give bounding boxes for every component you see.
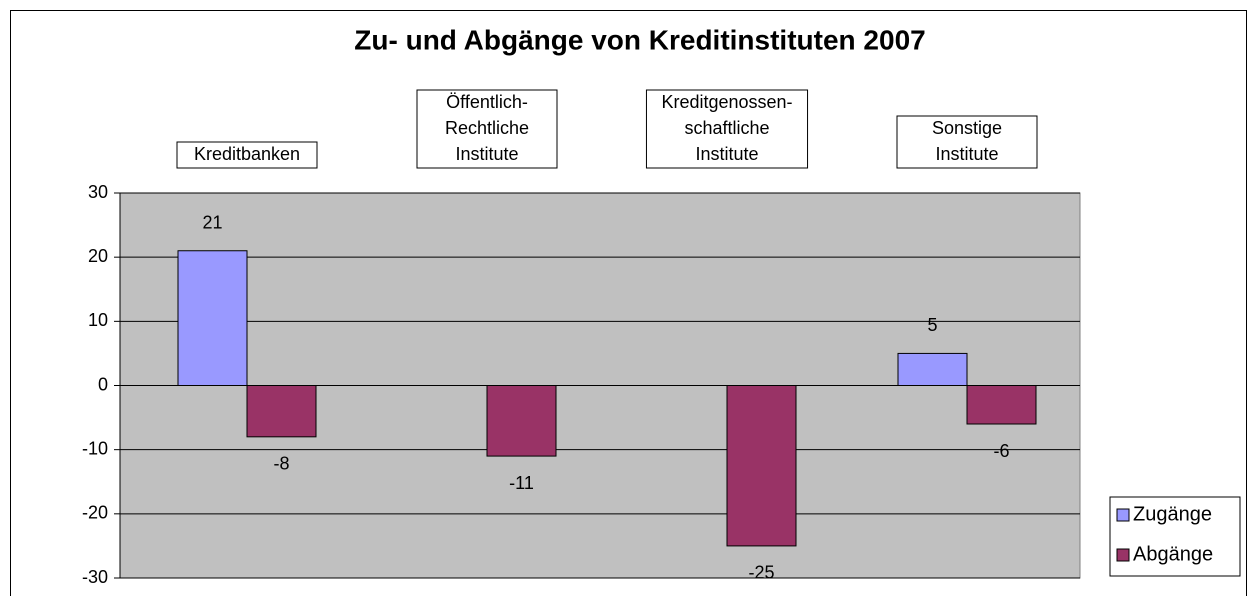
y-tick-label: 10	[88, 310, 108, 330]
legend-label: Abgänge	[1133, 543, 1213, 565]
y-tick-label: -20	[82, 503, 108, 523]
category-label: Rechtliche	[445, 118, 529, 138]
y-tick-label: -10	[82, 438, 108, 458]
bar	[966, 385, 1037, 425]
y-tick-label: 30	[88, 182, 108, 202]
value-label: 5	[927, 315, 937, 335]
category-label: Kreditbanken	[194, 144, 300, 164]
chart-title: Zu- und Abgänge von Kreditinstituten 200…	[354, 24, 925, 55]
category-label-box	[896, 115, 1038, 169]
bar	[486, 385, 557, 457]
bar	[726, 385, 797, 547]
value-label: -11	[509, 473, 534, 493]
category-label: Kreditgenossen-	[661, 92, 792, 112]
category-label-box	[416, 89, 558, 169]
category-label: Institute	[695, 144, 758, 164]
legend-label: Zugänge	[1133, 503, 1212, 525]
category-label-box	[645, 89, 809, 169]
legend-swatch	[1116, 548, 1130, 562]
value-label: 21	[202, 213, 222, 233]
bar	[177, 250, 248, 386]
category-label: Institute	[455, 144, 518, 164]
y-tick-label: 0	[98, 374, 108, 394]
y-tick-label: -30	[82, 567, 108, 587]
category-label-box	[176, 141, 318, 169]
category-label: Sonstige	[932, 118, 1002, 138]
category-label: schaftliche	[684, 118, 769, 138]
category-label: Öffentlich-	[446, 92, 528, 112]
legend-box	[1109, 496, 1241, 577]
value-label: -25	[748, 563, 774, 583]
bar	[246, 385, 317, 438]
legend-swatch	[1116, 508, 1130, 522]
value-label: -8	[273, 454, 289, 474]
bar	[897, 352, 968, 386]
y-tick-label: 20	[88, 246, 108, 266]
value-label: -6	[993, 441, 1009, 461]
category-label: Institute	[935, 144, 998, 164]
